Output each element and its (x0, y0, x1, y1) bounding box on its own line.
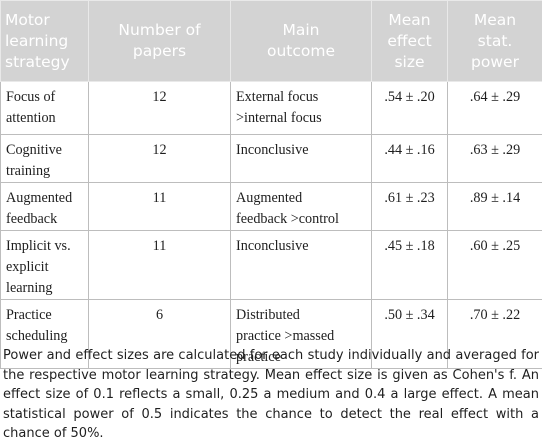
cell-strategy: Augmented feedback (1, 183, 89, 231)
table-row: Implicit vs. explicit learning 11 Inconc… (1, 231, 542, 300)
cell-papers: 11 (89, 231, 231, 300)
header-mean-stat-power: Mean stat. power (448, 1, 542, 82)
cell-papers: 12 (89, 82, 231, 135)
cell-papers: 12 (89, 135, 231, 183)
header-mean-effect-size: Mean effect size (372, 1, 448, 82)
cell-outcome: External focus >internal focus (231, 82, 372, 135)
cell-effect-size: .61 ± .23 (372, 183, 448, 231)
cell-effect-size: .44 ± .16 (372, 135, 448, 183)
cell-outcome: Inconclusive (231, 231, 372, 300)
cell-power: .60 ± .25 (448, 231, 542, 300)
cell-outcome: Inconclusive (231, 135, 372, 183)
table-footnote: Power and effect sizes are calculated fo… (3, 346, 539, 444)
motor-learning-table: Motor learning strategy Number of papers… (0, 0, 542, 369)
header-strategy: Motor learning strategy (1, 1, 89, 82)
cell-power: .64 ± .29 (448, 82, 542, 135)
cell-effect-size: .54 ± .20 (372, 82, 448, 135)
header-number-of-papers: Number of papers (89, 1, 231, 82)
cell-papers: 11 (89, 183, 231, 231)
cell-strategy: Cognitive training (1, 135, 89, 183)
cell-strategy: Focus of attention (1, 82, 89, 135)
table-row: Augmented feedback 11 Augmented feedback… (1, 183, 542, 231)
table-row: Focus of attention 12 External focus >in… (1, 82, 542, 135)
cell-strategy: Implicit vs. explicit learning (1, 231, 89, 300)
cell-power: .63 ± .29 (448, 135, 542, 183)
table-header-row: Motor learning strategy Number of papers… (1, 1, 542, 82)
cell-effect-size: .45 ± .18 (372, 231, 448, 300)
table-row: Cognitive training 12 Inconclusive .44 ±… (1, 135, 542, 183)
cell-outcome: Augmented feedback >control (231, 183, 372, 231)
cell-power: .89 ± .14 (448, 183, 542, 231)
header-main-outcome: Main outcome (231, 1, 372, 82)
